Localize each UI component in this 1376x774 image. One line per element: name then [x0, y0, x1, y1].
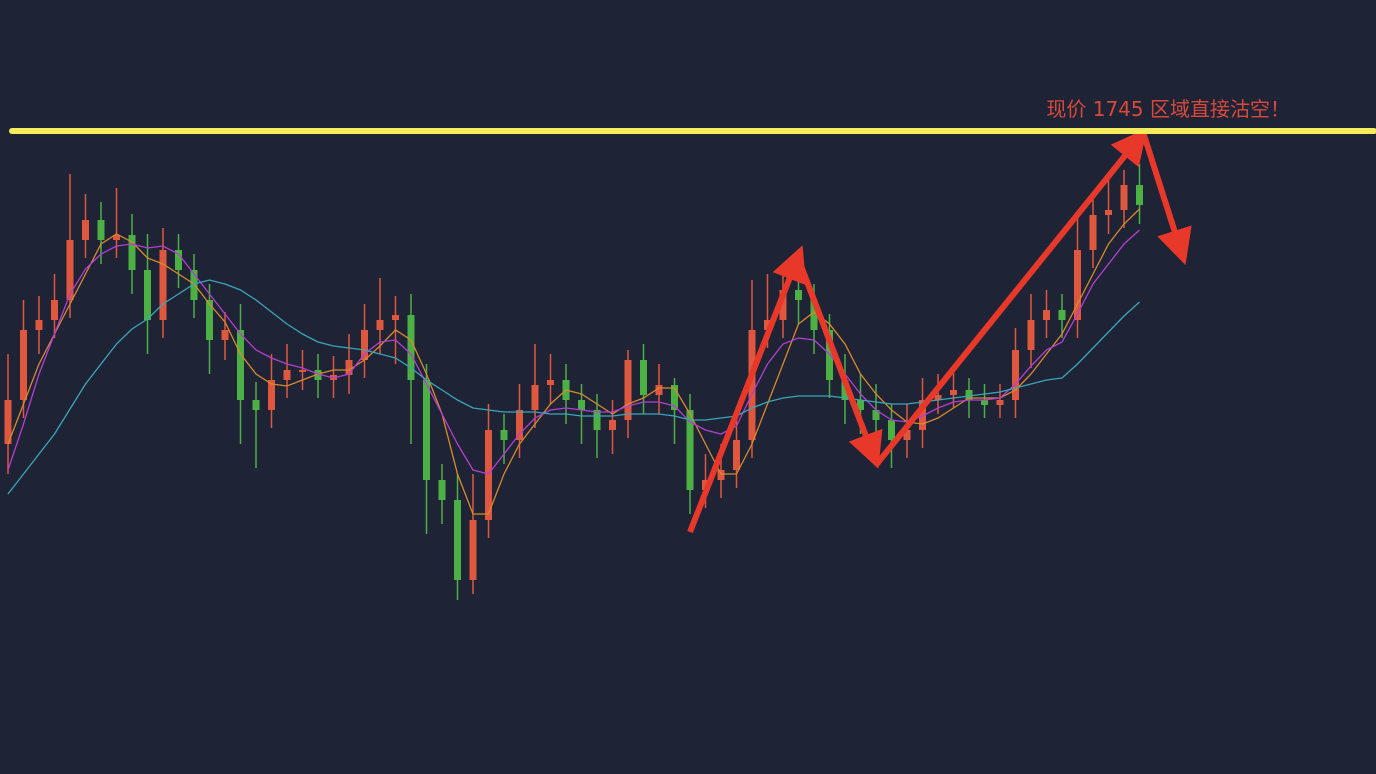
- moving-average-line: [7, 279, 1140, 495]
- candle-body: [51, 300, 58, 320]
- candle-body: [252, 400, 260, 410]
- candle-body: [1136, 185, 1143, 205]
- moving-average-line: [7, 208, 1140, 515]
- candle-body: [609, 420, 616, 430]
- candle-body: [640, 360, 647, 395]
- candle-body: [423, 380, 430, 480]
- arrow: [687, 245, 807, 534]
- trend-arrows: [687, 127, 1192, 534]
- candle-body: [35, 320, 43, 330]
- candle-body: [733, 440, 740, 470]
- candle-body: [283, 370, 291, 380]
- candle-body: [593, 410, 601, 430]
- candle-body: [237, 330, 244, 400]
- candle-body: [175, 250, 182, 270]
- candle-body: [717, 470, 725, 480]
- candle-body: [888, 420, 895, 440]
- candle-body: [20, 330, 27, 400]
- arrow: [795, 256, 883, 469]
- candle-body: [531, 385, 539, 410]
- candle-body: [671, 385, 678, 410]
- candle-body: [392, 315, 399, 320]
- candle-body: [268, 380, 275, 410]
- candle-body: [82, 220, 89, 240]
- candle-body: [841, 380, 849, 400]
- candles: [4, 164, 1143, 600]
- candle-body: [128, 235, 136, 270]
- candle-body: [454, 500, 461, 580]
- candle-body: [314, 370, 322, 380]
- candle-body: [1058, 310, 1066, 320]
- candle-body: [547, 380, 554, 385]
- candle-body: [500, 430, 508, 440]
- candle-body: [686, 410, 694, 490]
- candle-body: [764, 320, 771, 330]
- candle-body: [4, 400, 12, 444]
- candle-body: [965, 390, 973, 400]
- candle-body: [1043, 310, 1050, 320]
- moving-averages: [7, 208, 1140, 515]
- candle-body: [469, 520, 477, 580]
- candle-body: [748, 330, 756, 440]
- candle-body: [981, 400, 988, 405]
- candle-body: [407, 315, 415, 380]
- candle-body: [206, 300, 213, 340]
- candle-body: [1089, 215, 1097, 250]
- candle-body: [97, 220, 105, 240]
- candle-body: [919, 400, 926, 430]
- candle-body: [934, 395, 942, 400]
- candle-body: [144, 270, 151, 320]
- candle-body: [345, 360, 353, 375]
- candle-body: [1074, 250, 1081, 320]
- candle-body: [1105, 210, 1112, 215]
- candle-body: [872, 410, 880, 420]
- candle-body: [810, 300, 818, 330]
- candle-body: [950, 390, 957, 395]
- candle-body: [299, 370, 306, 372]
- candle-body: [857, 400, 864, 410]
- candle-body: [779, 290, 787, 320]
- candle-body: [485, 430, 492, 520]
- candle-body: [221, 330, 229, 340]
- candle-body: [903, 430, 911, 440]
- candle-body: [624, 360, 632, 420]
- annotation: 现价 1745 区域直接沽空！: [1046, 97, 1290, 121]
- candle-body: [376, 320, 384, 330]
- candle-body: [113, 235, 120, 240]
- candle-body: [159, 250, 167, 320]
- candle-body: [438, 480, 446, 500]
- candle-body: [66, 240, 74, 300]
- candle-body: [655, 385, 663, 395]
- arrow: [873, 127, 1148, 467]
- candle-body: [578, 400, 585, 410]
- candle-body: [361, 330, 368, 360]
- candle-body: [1027, 320, 1035, 350]
- candle-body: [1012, 350, 1019, 400]
- candle-body: [516, 410, 523, 440]
- candle-body: [996, 400, 1004, 405]
- arrow: [1140, 131, 1192, 266]
- moving-average-line: [7, 229, 1140, 475]
- candle-body: [795, 290, 802, 300]
- candle-body: [1120, 185, 1128, 210]
